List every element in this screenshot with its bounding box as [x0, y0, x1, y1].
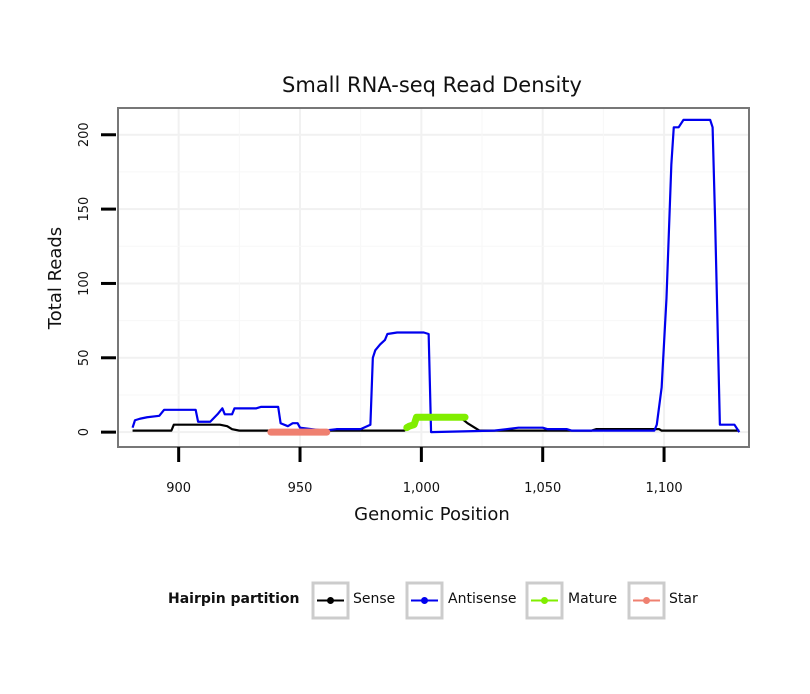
- y-axis-label: Total Reads: [45, 227, 66, 330]
- x-tick-label: 900: [166, 481, 191, 496]
- legend-item-label-sense: Sense: [353, 591, 395, 607]
- series-line-mature: [403, 413, 469, 432]
- legend: Hairpin partition Sense Antisense Mature St…: [168, 581, 698, 620]
- y-tick-label: 100: [77, 271, 92, 296]
- legend-title: Hairpin partition: [168, 591, 299, 607]
- legend-item-label-star: Star: [669, 591, 698, 607]
- axis-layer: 900 950 1,000 1,050 1,100 0 50 100 150 200: [77, 122, 683, 496]
- y-tick-label: 0: [77, 428, 92, 436]
- chart-title: Small RNA-seq Read Density: [282, 73, 582, 97]
- legend-key-marker: [643, 597, 650, 604]
- x-tick-label: 1,000: [403, 481, 440, 496]
- legend-item-label-mature: Mature: [568, 591, 617, 607]
- series-line-antisense: [131, 118, 741, 434]
- y-tick-label: 200: [77, 122, 92, 147]
- legend-key-marker: [541, 597, 548, 604]
- x-tick-label: 950: [288, 481, 313, 496]
- x-tick-label: 1,050: [524, 481, 561, 496]
- y-tick-label: 150: [77, 197, 92, 222]
- legend-item-label-antisense: Antisense: [448, 591, 517, 607]
- plot-border: [117, 107, 750, 448]
- x-axis-label: Genomic Position: [354, 504, 510, 525]
- y-tick-label: 50: [77, 350, 92, 367]
- series-layer: [131, 118, 741, 436]
- legend-key-marker: [327, 597, 334, 604]
- legend-key-marker: [421, 597, 428, 604]
- x-tick-label: 1,100: [645, 481, 682, 496]
- plot-background: [118, 108, 749, 447]
